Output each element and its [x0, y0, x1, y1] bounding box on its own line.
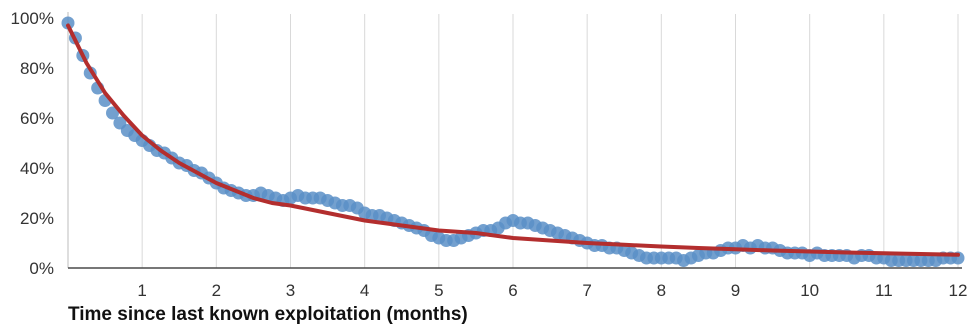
- x-tick-label-11: 11: [875, 281, 893, 300]
- y-tick-label-20: 20%: [20, 209, 54, 228]
- trend-line-series: [66, 23, 960, 257]
- y-tick-label-60: 60%: [20, 109, 54, 128]
- x-tick-label-2: 2: [212, 281, 221, 300]
- x-tick-label-1: 1: [137, 281, 146, 300]
- scatter-point-0: [61, 16, 75, 30]
- x-tick-label-4: 4: [360, 281, 369, 300]
- x-tick-label-12: 12: [949, 281, 968, 300]
- y-tick-labels: 0% 20% 40% 60% 80% 100%: [11, 9, 54, 278]
- vertical-gridlines: [141, 14, 959, 268]
- x-axis-title: Time since last known exploitation (mont…: [68, 304, 468, 325]
- y-tick-label-100: 100%: [11, 9, 54, 28]
- y-tick-label-0: 0%: [29, 259, 54, 278]
- x-tick-label-7: 7: [582, 281, 591, 300]
- x-tick-label-9: 9: [731, 281, 740, 300]
- x-tick-label-10: 10: [800, 281, 819, 300]
- x-tick-label-8: 8: [657, 281, 666, 300]
- axes: [67, 12, 962, 269]
- x-tick-labels: 1 2 3 4 5 6 7 8 9 10 11 12: [137, 281, 967, 300]
- scatter-point-6: [106, 106, 119, 120]
- y-tick-label-80: 80%: [20, 59, 54, 78]
- x-tick-label-6: 6: [508, 281, 517, 300]
- x-tick-label-3: 3: [286, 281, 295, 300]
- y-tick-label-40: 40%: [20, 159, 54, 178]
- trend-line: [66, 23, 960, 257]
- x-tick-label-5: 5: [434, 281, 443, 300]
